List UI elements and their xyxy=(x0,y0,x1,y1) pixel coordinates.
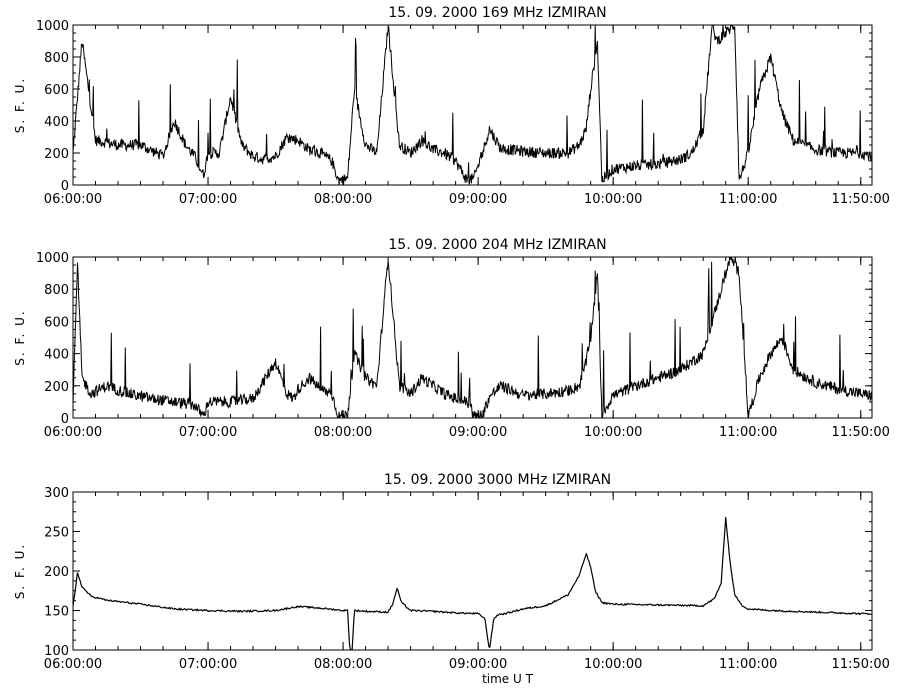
chart-panel-3: 15. 09. 2000 3000 MHz IZMIRAN S. F. U. 100… xyxy=(13,472,890,686)
y-tick-label: 150 xyxy=(44,605,69,620)
plot-frame xyxy=(72,24,873,186)
y-tick-label: 1000 xyxy=(36,19,69,34)
x-tick-label: 11:00:00 xyxy=(719,657,777,672)
y-tick-label: 200 xyxy=(44,147,69,162)
y-tick-label: 600 xyxy=(44,315,69,330)
x-axis-label: time U T xyxy=(482,672,534,686)
y-tick-label: 400 xyxy=(44,115,69,130)
x-tick-label: 11:00:00 xyxy=(719,425,777,440)
y-tick-label: 800 xyxy=(44,283,69,298)
y-tick-label: 800 xyxy=(44,51,69,66)
x-tick-label: 06:00:00 xyxy=(44,425,102,440)
y-tick-label: 0 xyxy=(61,412,69,427)
chart-title: 15. 09. 2000 3000 MHz IZMIRAN xyxy=(384,472,611,488)
x-tick-label: 06:00:00 xyxy=(44,192,102,207)
y-tick-label: 600 xyxy=(44,83,69,98)
x-tick-label: 09:00:00 xyxy=(449,657,507,672)
x-tick-label: 08:00:00 xyxy=(314,192,372,207)
y-tick-label: 200 xyxy=(44,565,69,580)
plot-frame xyxy=(72,256,873,419)
y-tick-label: 400 xyxy=(44,348,69,363)
y-tick-label: 0 xyxy=(61,179,69,194)
x-tick-label: 10:00:00 xyxy=(584,425,642,440)
chart-panel-1: 15. 09. 2000 169 MHz IZMIRAN S. F. U. 0 200… xyxy=(13,5,890,207)
y-tick-label: 200 xyxy=(44,380,69,395)
series-line xyxy=(73,25,872,185)
x-tick-label: 11:50:00 xyxy=(832,657,890,672)
x-tick-label: 10:00:00 xyxy=(584,657,642,672)
y-axis-label: S. F. U. xyxy=(13,77,27,133)
x-tick-label: 11:50:00 xyxy=(832,192,890,207)
y-tick-label: 100 xyxy=(44,644,69,659)
x-tick-label: 08:00:00 xyxy=(314,657,372,672)
x-tick-label: 11:00:00 xyxy=(719,192,777,207)
y-tick-label: 250 xyxy=(44,526,69,541)
y-axis-label: S. F. U. xyxy=(13,543,27,599)
y-tick-label: 300 xyxy=(44,486,69,501)
x-tick-label: 10:00:00 xyxy=(584,192,642,207)
x-tick-label: 06:00:00 xyxy=(44,657,102,672)
series-line xyxy=(73,257,872,418)
x-tick-label: 07:00:00 xyxy=(179,192,237,207)
x-tick-label: 11:50:00 xyxy=(832,425,890,440)
x-tick-label: 09:00:00 xyxy=(449,192,507,207)
chart-title: 15. 09. 2000 204 MHz IZMIRAN xyxy=(388,237,606,253)
y-tick-label: 1000 xyxy=(36,251,69,266)
x-tick-label: 07:00:00 xyxy=(179,657,237,672)
x-tick-label: 07:00:00 xyxy=(179,425,237,440)
x-tick-label: 09:00:00 xyxy=(449,425,507,440)
series-line xyxy=(73,517,872,650)
chart-title: 15. 09. 2000 169 MHz IZMIRAN xyxy=(388,5,606,21)
plot-frame xyxy=(72,491,873,651)
x-tick-label: 08:00:00 xyxy=(314,425,372,440)
chart-panel-2: 15. 09. 2000 204 MHz IZMIRAN S. F. U. 0 200… xyxy=(13,237,890,440)
y-axis-label: S. F. U. xyxy=(13,309,27,365)
